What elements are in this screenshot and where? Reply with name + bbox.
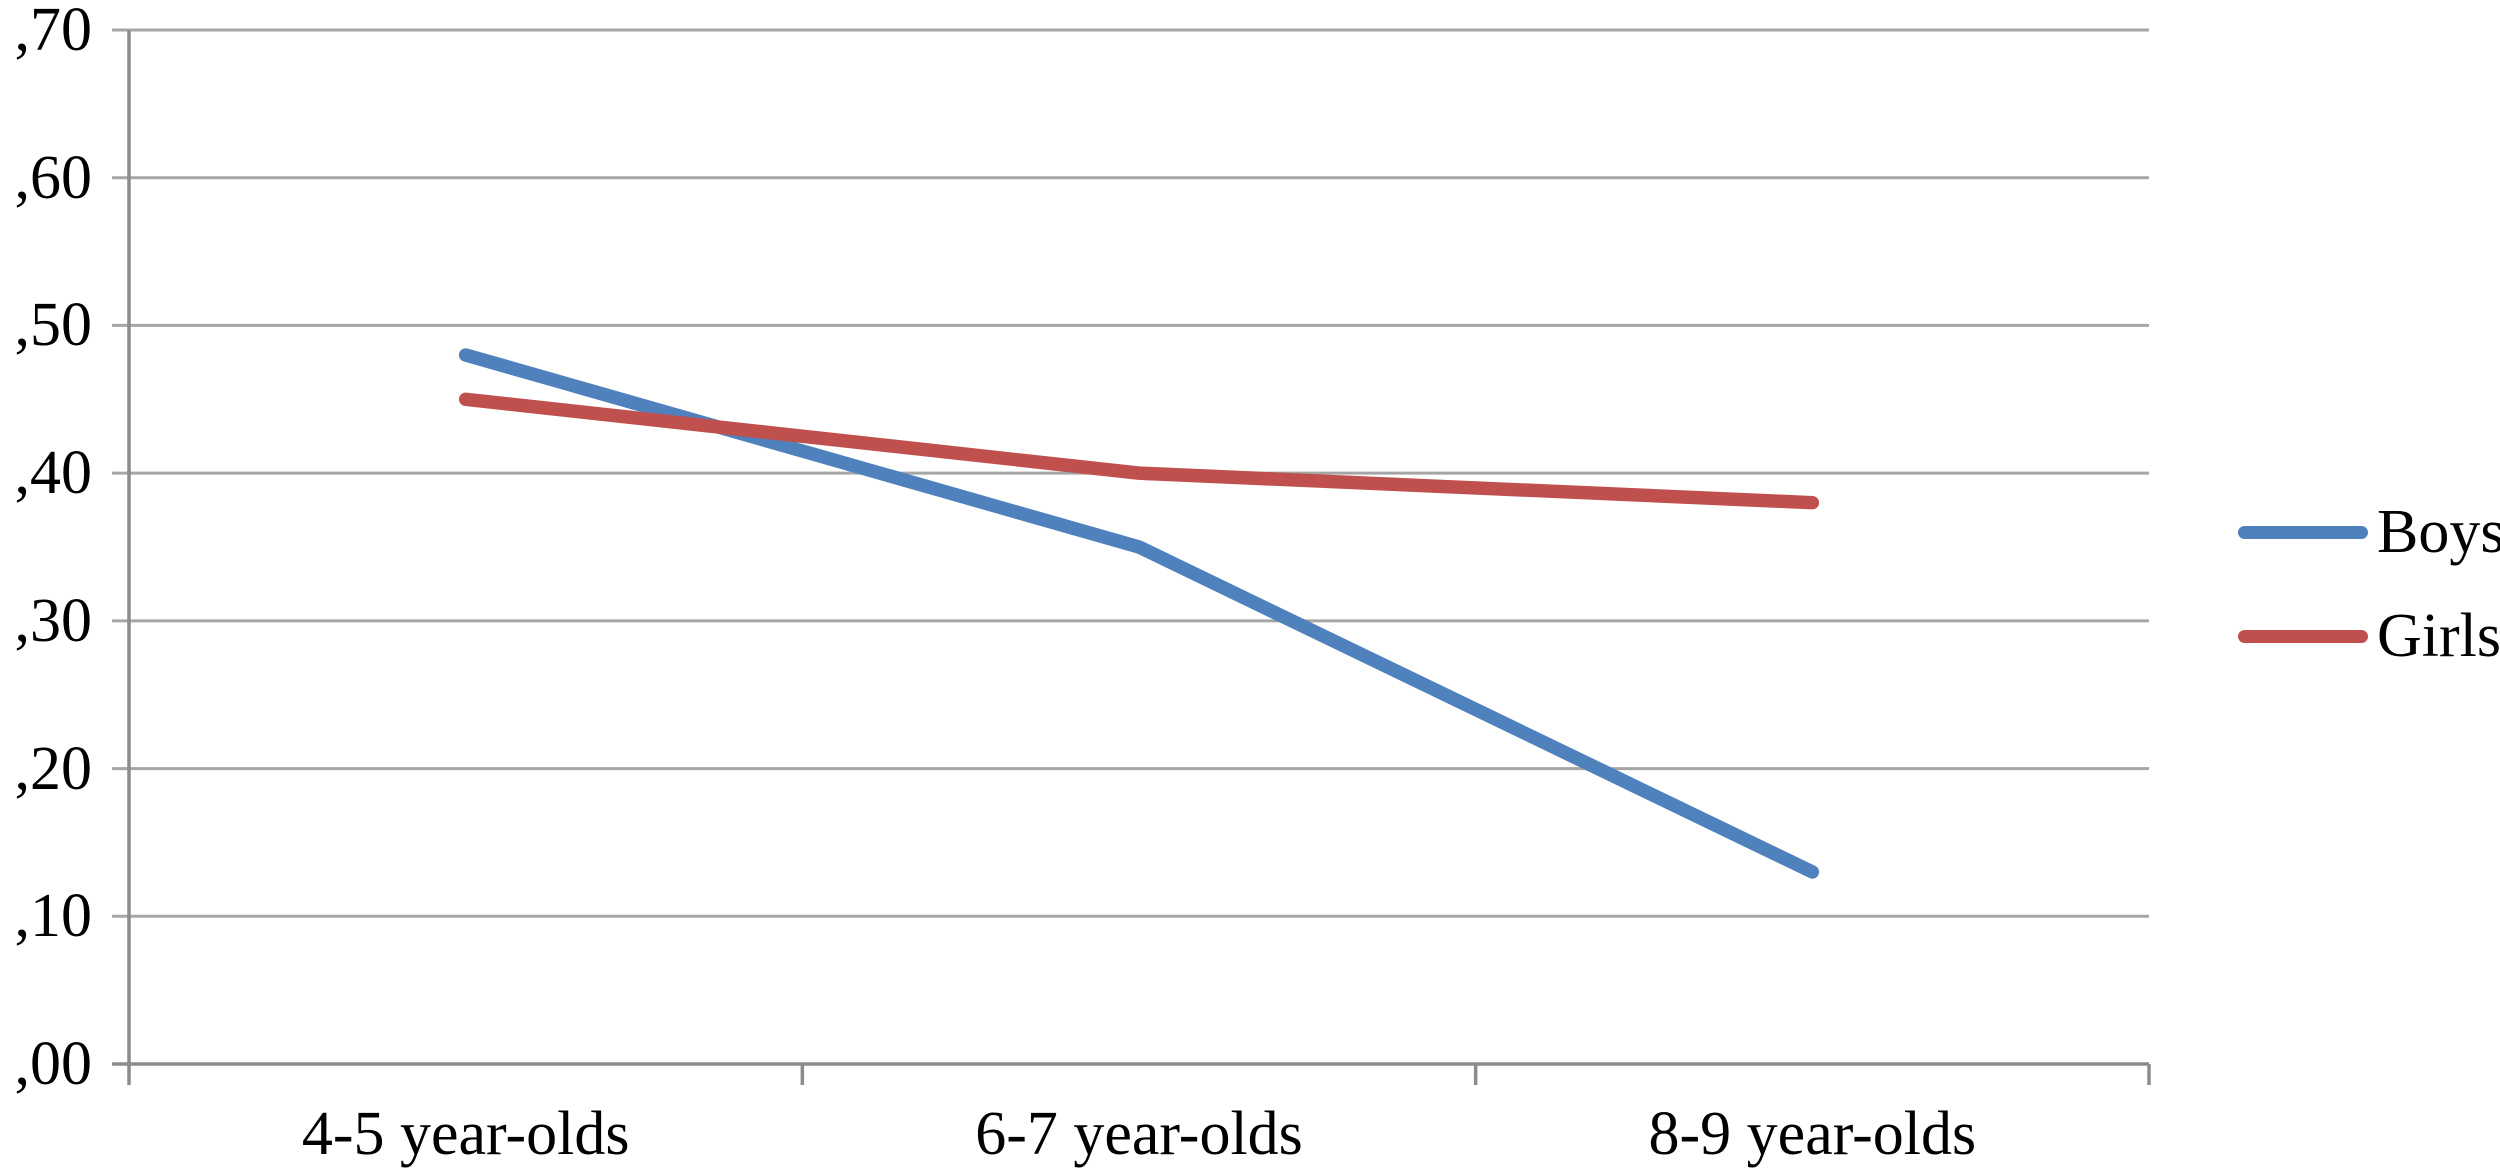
y-tick-label: ,40 xyxy=(14,439,93,508)
legend-label-boys: Boys xyxy=(2377,498,2500,566)
x-category-label: 4-5 year-olds xyxy=(301,1100,630,1168)
legend-item-girls: Girls xyxy=(2238,598,2500,674)
x-category-label: 6-7 year-olds xyxy=(975,1100,1303,1168)
legend: Boys Girls xyxy=(2238,494,2500,674)
y-tick-label: ,50 xyxy=(14,291,93,360)
y-tick-label: ,10 xyxy=(14,882,93,951)
x-category-label: 8-9 year-olds xyxy=(1648,1100,1977,1168)
girls-line-swatch xyxy=(2238,629,2368,643)
y-tick-label: ,00 xyxy=(14,1030,93,1098)
y-tick-label: ,30 xyxy=(14,586,93,655)
legend-label-girls: Girls xyxy=(2377,602,2500,670)
y-tick-label: ,60 xyxy=(14,143,93,212)
y-tick-label: ,20 xyxy=(14,734,93,803)
y-tick-label: ,70 xyxy=(14,0,93,64)
boys-line-swatch xyxy=(2238,525,2368,539)
legend-item-boys: Boys xyxy=(2238,494,2500,570)
